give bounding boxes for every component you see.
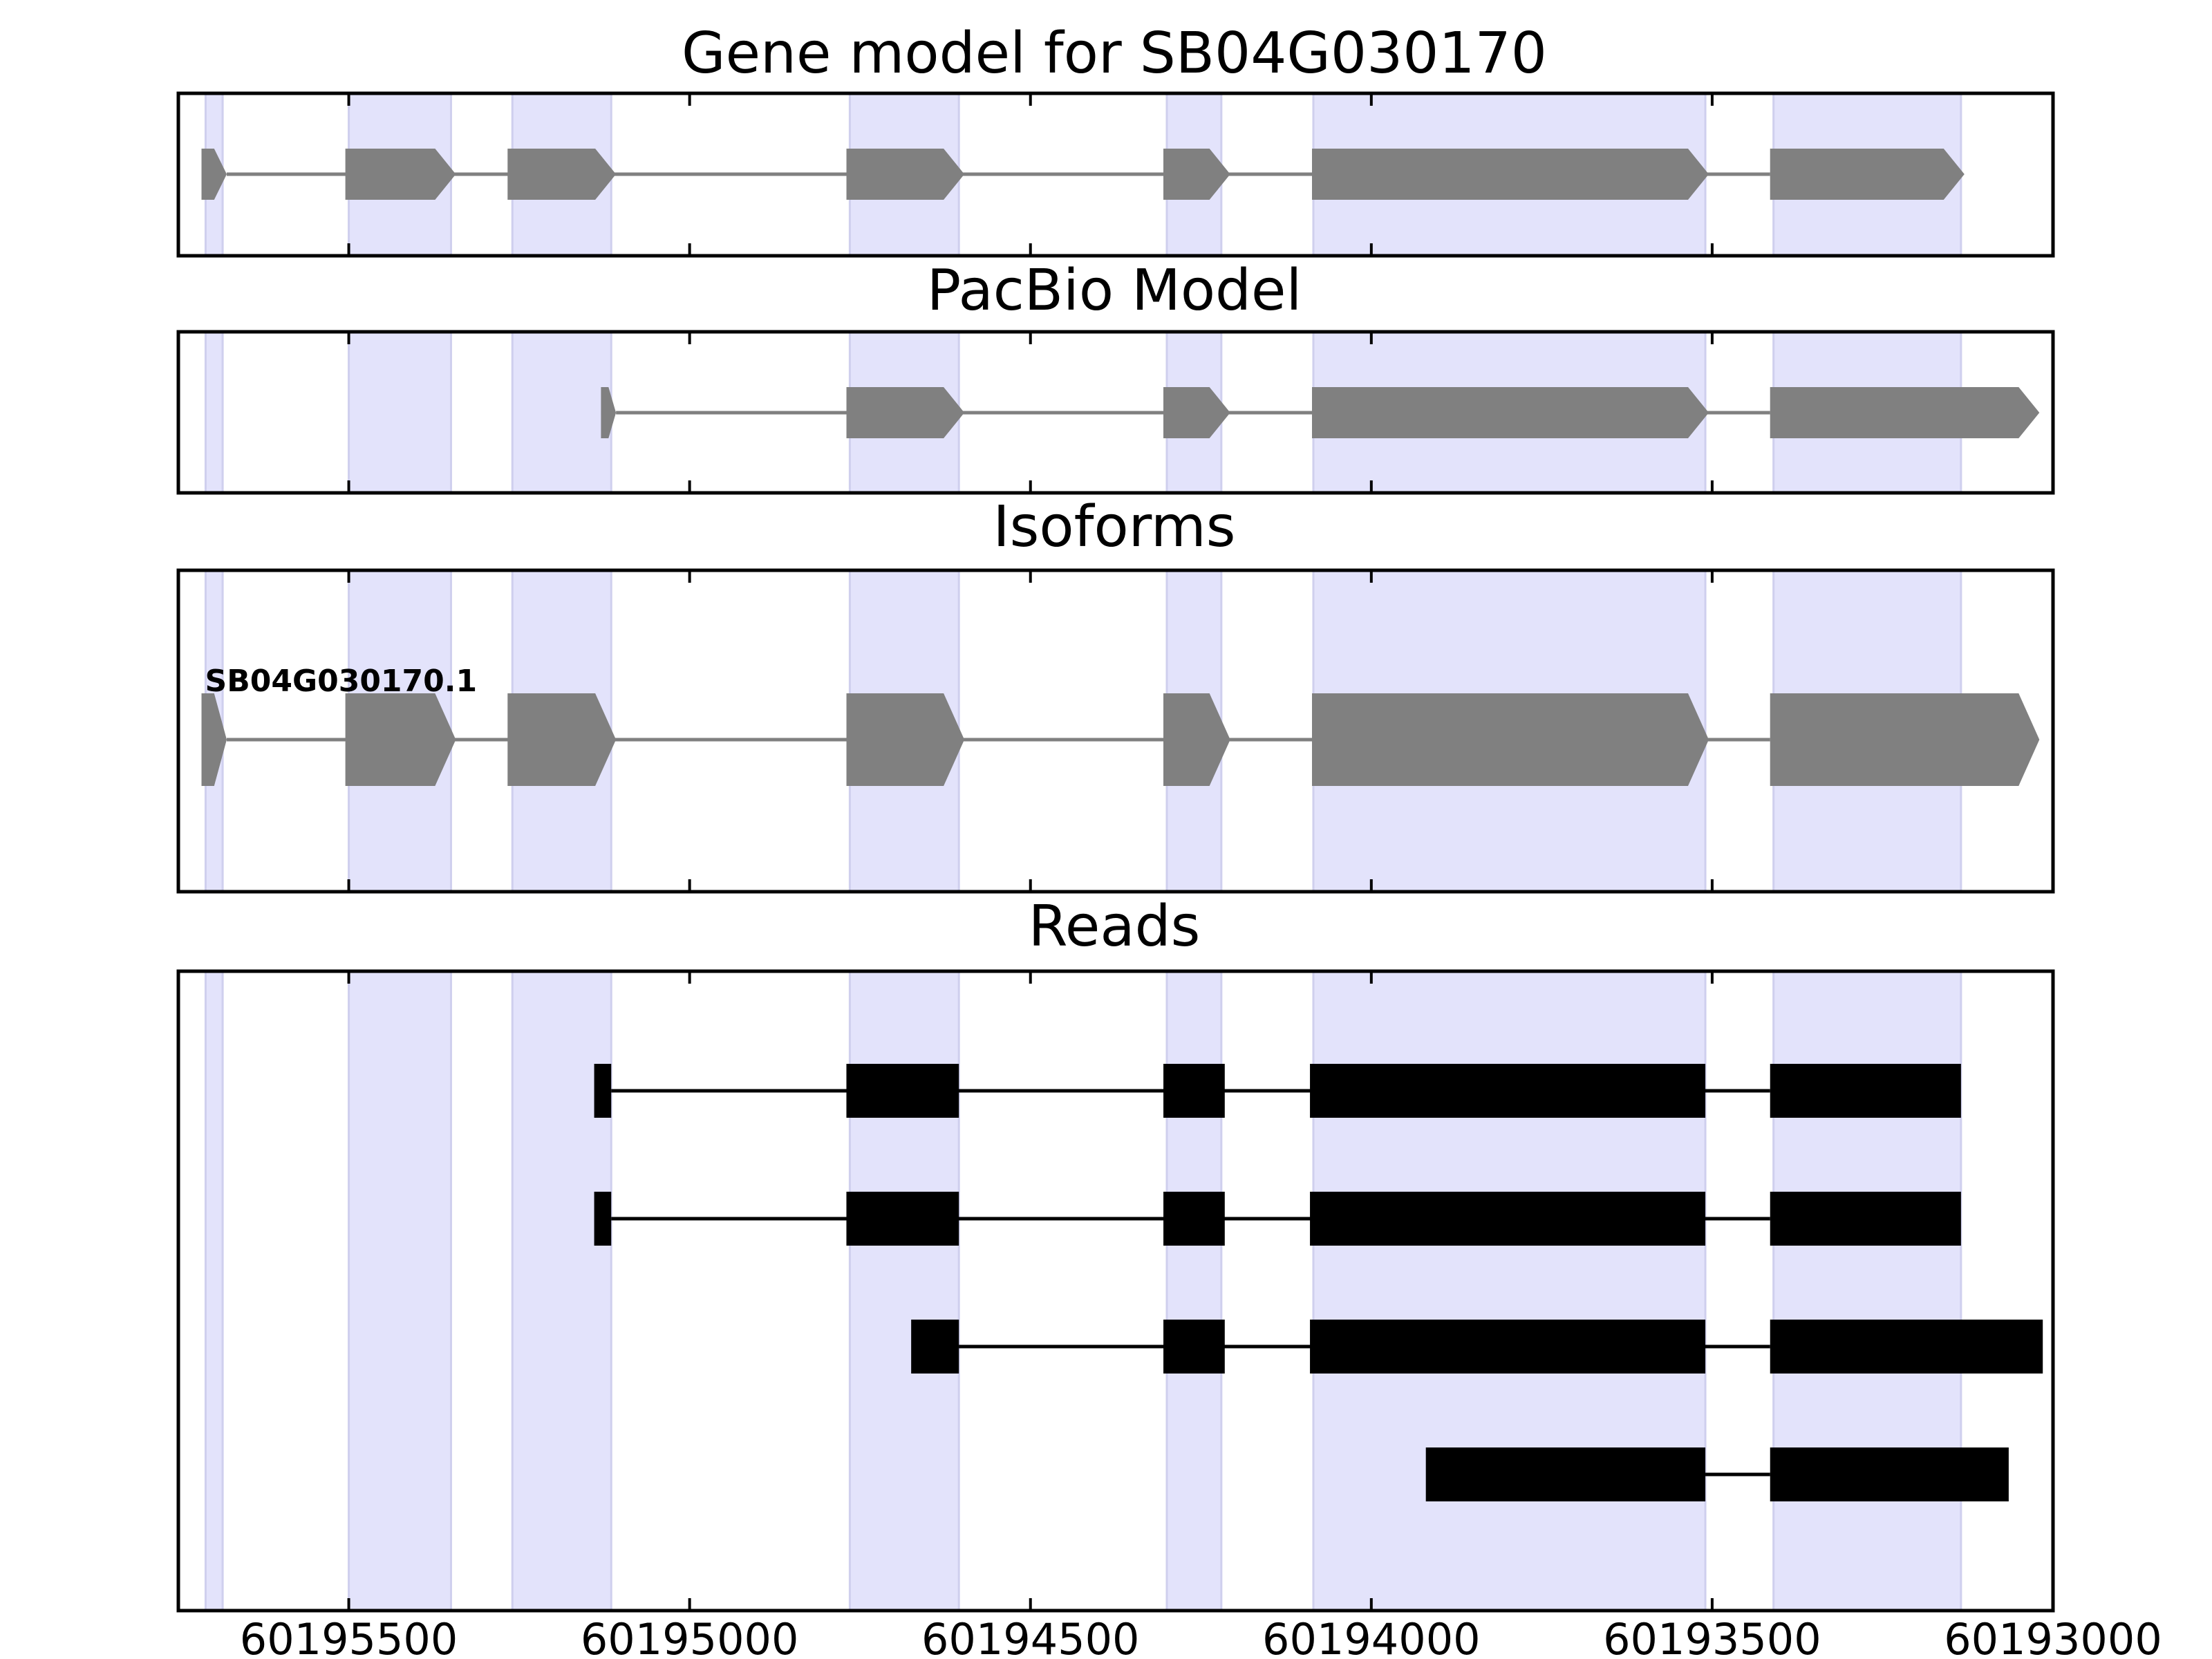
- panel-title-reads: Reads: [1029, 894, 1201, 959]
- panel-reads: Reads: [176, 894, 2055, 1613]
- exon-block: [601, 387, 617, 438]
- read-exon-block: [846, 1192, 959, 1246]
- exon-block: [201, 149, 227, 200]
- read-exon-block: [1310, 1320, 1706, 1374]
- tick-layer-gene-model: [347, 93, 2054, 256]
- x-axis-tick-labels: 60195500 60195000 60194500 60194000 60193500…: [240, 1614, 2162, 1659]
- exon-block: [1312, 387, 1709, 438]
- exon-block: [1770, 387, 2040, 438]
- read-exon-block: [1770, 1192, 1961, 1246]
- x-tick-label: 60193000: [1944, 1614, 2162, 1659]
- track-layer-gene-model: [201, 149, 1965, 200]
- exon-block: [1163, 693, 1230, 786]
- exon-block: [201, 693, 227, 786]
- panel-title-pacbio-model: PacBio Model: [927, 258, 1302, 324]
- tick-layer-pacbio-model: [347, 332, 2054, 493]
- axes-frame-reads: [176, 969, 2055, 1613]
- highlight-band: [204, 970, 224, 1612]
- read-exon-block: [1770, 1447, 2009, 1501]
- exon-block: [1770, 149, 1965, 200]
- exon-block: [846, 693, 965, 786]
- highlight-band: [348, 970, 452, 1612]
- read-exon-block: [1163, 1192, 1225, 1246]
- read-exon-block: [1163, 1320, 1225, 1374]
- axes-frame-pacbio-model: [176, 330, 2055, 495]
- exon-block: [1312, 693, 1709, 786]
- panel-isoforms: Isoforms SB04G030170.1: [176, 494, 2055, 894]
- panel-title-gene-model: Gene model for SB04G030170: [682, 21, 1547, 86]
- panel-title-isoforms: Isoforms: [993, 494, 1236, 560]
- exon-block: [1163, 387, 1230, 438]
- axes-frame-gene-model: [176, 91, 2055, 258]
- x-tick-label: 60195000: [581, 1614, 799, 1659]
- read-exon-block: [1163, 1064, 1225, 1118]
- x-tick-label: 60194000: [1262, 1614, 1481, 1659]
- x-tick-label: 60195500: [240, 1614, 458, 1659]
- read-exon-block: [1770, 1320, 2043, 1374]
- exon-block: [507, 693, 617, 786]
- read-exon-block: [846, 1064, 959, 1118]
- read-exon-block: [1310, 1064, 1706, 1118]
- track-layer-isoforms: SB04G030170.1: [201, 664, 2040, 786]
- read-exon-block: [594, 1192, 612, 1246]
- exon-block: [846, 387, 965, 438]
- highlight-band: [511, 330, 612, 494]
- exon-block: [1163, 149, 1230, 200]
- tick-layer-isoforms: [347, 570, 2054, 892]
- read-exon-block: [911, 1320, 959, 1374]
- read-exon-block: [1425, 1447, 1706, 1501]
- track-layer-reads: [594, 1064, 2043, 1501]
- read-exon-block: [594, 1064, 612, 1118]
- exon-block: [507, 149, 617, 200]
- panel-gene-model: Gene model for SB04G030170: [176, 21, 2055, 258]
- isoform-label: SB04G030170.1: [205, 664, 478, 699]
- read-exon-block: [1770, 1064, 1961, 1118]
- track-layer-pacbio-model: [601, 387, 2040, 438]
- exon-block: [1770, 693, 2040, 786]
- tick-layer-reads: [347, 971, 2054, 1611]
- highlight-band: [348, 330, 452, 494]
- exon-block: [846, 149, 965, 200]
- highlight-band: [204, 330, 224, 494]
- read-exon-block: [1310, 1192, 1706, 1246]
- x-tick-label: 60193500: [1603, 1614, 1821, 1659]
- axes-frame-isoforms: [176, 568, 2055, 894]
- exon-block: [345, 149, 456, 200]
- exon-block: [1312, 149, 1709, 200]
- x-tick-label: 60194500: [921, 1614, 1140, 1659]
- panel-pacbio-model: PacBio Model: [176, 258, 2055, 495]
- exon-block: [345, 693, 456, 786]
